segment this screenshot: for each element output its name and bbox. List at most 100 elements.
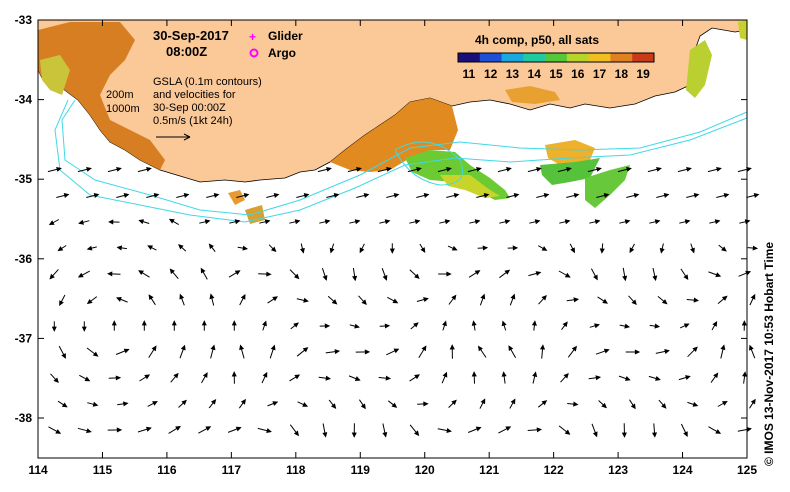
arrow-head-icon [302,347,309,353]
colorbar-segment [632,53,655,62]
arrow-head-icon [234,270,241,276]
arrow-head-icon [183,193,190,199]
arrow-head-icon [505,426,512,432]
arrow-head-icon [721,246,727,252]
arrow-head-icon [573,297,580,303]
sst-patch-west [38,22,165,170]
arrow-head-icon [564,272,571,278]
arrow-head-icon [294,374,301,380]
map-date: 30-Sep-2017 [153,28,229,43]
map-time: 08:00Z [166,44,207,59]
arrow-head-icon [573,401,579,407]
arrow-head-icon [480,398,486,405]
arrow-head-icon [391,402,398,408]
argo-label: Argo [268,46,296,60]
arrow-head-icon [563,372,569,379]
colorbar-tick-label: 12 [484,67,498,81]
arrow-head-icon [145,426,152,432]
arrow-head-icon [661,403,667,409]
colorbar-tick-label: 17 [593,67,607,81]
arrow-head-icon [123,193,130,199]
arrow-head-icon [78,219,84,225]
arrow-head-icon [692,346,698,353]
arrow-head-icon [92,401,99,407]
arrow-head-icon [451,245,458,251]
arrow-head-icon [541,246,548,251]
arrow-head-icon [750,398,756,405]
arrow-head-icon [536,166,542,172]
arrow-head-icon [624,323,631,329]
arrow-head-icon [272,296,278,302]
arrow-head-icon [543,193,550,199]
arrow-head-icon [624,376,631,381]
gsla-line-2: and velocities for [153,89,236,101]
x-tick-label: 122 [544,463,564,477]
colorbar-segment [479,53,503,62]
arrow-head-icon [262,320,267,327]
arrow-head-icon [414,219,421,225]
colorbar-segment [523,53,546,62]
arrow-head-icon [115,375,122,381]
arrow-head-icon [622,275,628,282]
credit-text: © IMOS 13-Nov-2017 10:53 Hobart Time [762,241,776,466]
arrow-head-icon [442,371,448,378]
arrow-head-icon [421,345,427,352]
arrow-head-icon [389,248,395,254]
arrow-head-icon [175,426,181,431]
arrow-head-icon [482,245,489,251]
arrow-head-icon [451,399,457,406]
arrow-head-icon [272,401,279,406]
arrow-head-icon [231,371,237,377]
arrow-head-icon [714,219,721,225]
legend-glider: + Glider [249,29,303,44]
arrow-head-icon [626,166,632,172]
arrow-head-icon [690,247,695,254]
arrow-head-icon [562,321,568,328]
arrow-head-icon [534,219,541,225]
arrow-head-icon [116,297,122,302]
arrow-head-icon [361,299,367,306]
arrow-head-icon [200,267,206,274]
arrow-head-icon [564,429,571,435]
x-tick-label: 115 [93,463,113,477]
arrow-head-icon [654,323,661,329]
arrow-head-icon [414,273,420,279]
arrow-head-icon [231,320,237,326]
sst-patches [38,20,747,224]
arrow-head-icon [535,271,542,276]
arrow-head-icon [293,430,299,437]
arrow-head-icon [61,402,68,408]
arrow-head-icon [446,271,452,277]
arrow-head-icon [84,376,91,382]
arrow-head-icon [532,371,538,378]
colorbar-tick-label: 13 [506,67,520,81]
colorbar-tick-label: 19 [636,67,650,81]
arrow-head-icon [501,371,507,377]
x-tick-label: 125 [737,463,757,477]
arrow-head-icon [205,426,212,432]
arrow-head-icon [684,219,691,225]
arrow-head-icon [116,427,123,433]
arrow-head-icon [602,298,608,304]
arrow-head-icon [181,399,187,406]
arrow-head-icon [659,247,665,254]
arrow-head-icon [86,245,93,251]
arrow-head-icon [749,344,754,351]
arrow-head-icon [661,299,668,305]
arrow-head-icon [624,219,631,225]
arrow-head-icon [510,398,516,405]
isobath-200m [61,99,748,216]
arrow-head-icon [720,344,726,351]
arrow-head-icon [453,193,460,199]
y-tick-label: -38 [15,411,33,425]
x-axis: 114 115 116 117 118 119 120 121 122 123 124 125 [28,20,757,477]
isobath-label-200m: 200m [106,89,134,101]
arrow-head-icon [53,377,59,384]
arrow-head-icon [382,275,388,281]
arrow-head-icon [352,275,358,282]
arrow-head-icon [476,166,482,172]
sst-patch-bight [505,86,560,104]
arrow-head-icon [169,268,175,275]
arrow-head-icon [570,247,575,254]
